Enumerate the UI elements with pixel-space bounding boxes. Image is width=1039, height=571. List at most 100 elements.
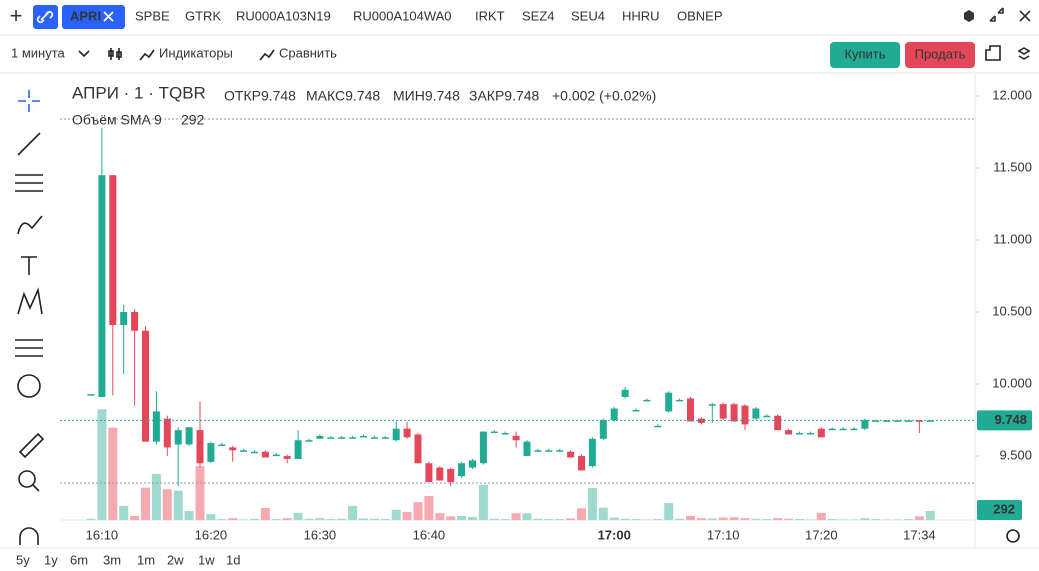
indicators-button[interactable]: Индикаторы bbox=[159, 45, 233, 60]
range-button[interactable]: 1m bbox=[137, 552, 155, 567]
candle-body bbox=[567, 451, 575, 458]
range-button[interactable]: 6m bbox=[70, 552, 88, 567]
volume-bar bbox=[620, 518, 630, 520]
brush-tool[interactable] bbox=[17, 215, 43, 235]
pattern-tool[interactable] bbox=[17, 287, 43, 315]
volume-bar bbox=[282, 518, 292, 520]
close-tab[interactable] bbox=[103, 11, 114, 22]
tab[interactable]: SEU4 bbox=[571, 8, 605, 23]
volume-bar bbox=[598, 507, 608, 520]
volume-bar bbox=[151, 473, 161, 520]
volume-bar bbox=[882, 519, 892, 520]
volume-bar bbox=[522, 513, 532, 520]
tab[interactable]: RU000A104WA0 bbox=[353, 8, 452, 23]
add-tab[interactable]: + bbox=[10, 3, 23, 28]
candle-body bbox=[654, 425, 662, 428]
magnet-tool[interactable] bbox=[19, 527, 39, 545]
sell-button[interactable] bbox=[905, 42, 975, 68]
candle-type-icon[interactable] bbox=[108, 48, 122, 60]
candle-body bbox=[915, 420, 923, 422]
volume-bar bbox=[184, 511, 194, 520]
candle-body bbox=[305, 440, 313, 442]
ohlc-value: 9.748 bbox=[345, 88, 380, 104]
x-tick-label: 16:30 bbox=[304, 527, 337, 542]
volume-bar bbox=[468, 516, 477, 520]
volume-bar bbox=[838, 519, 848, 520]
link-icon bbox=[36, 10, 54, 24]
layers-icon[interactable] bbox=[1017, 47, 1031, 60]
volume-bar bbox=[577, 508, 586, 520]
tab[interactable]: IRKT bbox=[475, 8, 505, 23]
active-tab[interactable] bbox=[62, 5, 125, 29]
fib-tool[interactable] bbox=[15, 174, 43, 192]
range-button[interactable]: 5y bbox=[16, 552, 30, 567]
candle-body bbox=[926, 420, 934, 422]
candle-body bbox=[632, 409, 640, 412]
x-tick-label: 17:10 bbox=[707, 527, 740, 542]
zoom-tool[interactable] bbox=[18, 470, 36, 488]
emoji-tool[interactable] bbox=[17, 374, 41, 398]
compare-button[interactable]: Сравнить bbox=[279, 45, 337, 60]
volume-bar bbox=[260, 508, 270, 520]
tab[interactable]: SEZ4 bbox=[522, 8, 555, 23]
volume-bar bbox=[533, 518, 543, 520]
line-tool[interactable] bbox=[17, 132, 41, 156]
forecast-tool[interactable] bbox=[15, 339, 43, 357]
range-button[interactable]: 2w bbox=[167, 552, 184, 567]
candle-body bbox=[872, 420, 880, 422]
volume-bar bbox=[337, 518, 347, 520]
tab[interactable]: RU000A103N19 bbox=[236, 8, 331, 23]
settings-icon[interactable] bbox=[964, 10, 974, 22]
ruler-tool[interactable] bbox=[18, 432, 45, 459]
link-button[interactable] bbox=[33, 5, 58, 29]
tab[interactable]: SPBE bbox=[135, 8, 170, 23]
ohlc-label: ЗАКР bbox=[469, 88, 504, 104]
close-icon[interactable] bbox=[1019, 10, 1031, 22]
volume-bar bbox=[369, 518, 379, 520]
tab[interactable]: APRI bbox=[70, 8, 101, 23]
buy-label[interactable]: Купить bbox=[844, 46, 885, 61]
y-tick-label: 12.000 bbox=[992, 87, 1032, 102]
volume-bar bbox=[653, 519, 663, 520]
ohlc-label: ОТКР bbox=[224, 88, 261, 104]
range-button[interactable]: 1y bbox=[44, 552, 58, 567]
volume-bar bbox=[424, 496, 434, 520]
volume-bar bbox=[217, 519, 227, 520]
candle-body bbox=[828, 428, 836, 431]
tab[interactable]: OBNEP bbox=[677, 8, 723, 23]
range-button[interactable]: 1w bbox=[198, 552, 215, 567]
candle-body bbox=[458, 463, 466, 477]
volume-bar bbox=[675, 518, 685, 520]
candle-body bbox=[883, 420, 891, 422]
candle-body bbox=[501, 433, 509, 435]
interval-select[interactable]: 1 минута bbox=[11, 45, 66, 60]
candle-body bbox=[87, 394, 95, 396]
volume-bar bbox=[587, 488, 597, 520]
volume-bar bbox=[173, 490, 183, 520]
tab[interactable]: GTRK bbox=[185, 8, 221, 23]
volume-bar bbox=[729, 517, 739, 520]
text-tool[interactable] bbox=[21, 256, 37, 275]
buy-button[interactable] bbox=[830, 42, 900, 68]
ohlc-value: 9.748 bbox=[261, 88, 296, 104]
candle-body bbox=[741, 405, 749, 425]
volume-bar bbox=[304, 518, 314, 520]
crosshair-tool[interactable] bbox=[18, 90, 40, 112]
layout-icon[interactable] bbox=[985, 45, 1001, 61]
sell-label[interactable]: Продать bbox=[915, 46, 966, 61]
volume-bar bbox=[435, 513, 445, 520]
volume-bar bbox=[751, 518, 761, 520]
volume-bar bbox=[740, 518, 750, 520]
volume-bar bbox=[566, 518, 576, 520]
settings-icon[interactable] bbox=[1006, 529, 1020, 543]
drawing-tools bbox=[15, 90, 45, 545]
tab[interactable]: HHRU bbox=[622, 8, 660, 23]
volume-bar bbox=[664, 503, 674, 520]
expand-icon[interactable] bbox=[989, 7, 1004, 22]
y-tick-label: 10.000 bbox=[992, 375, 1032, 390]
volume-bar bbox=[195, 466, 205, 520]
range-button[interactable]: 1d bbox=[226, 552, 240, 567]
volume-bar bbox=[391, 509, 401, 520]
range-button[interactable]: 3m bbox=[103, 552, 121, 567]
